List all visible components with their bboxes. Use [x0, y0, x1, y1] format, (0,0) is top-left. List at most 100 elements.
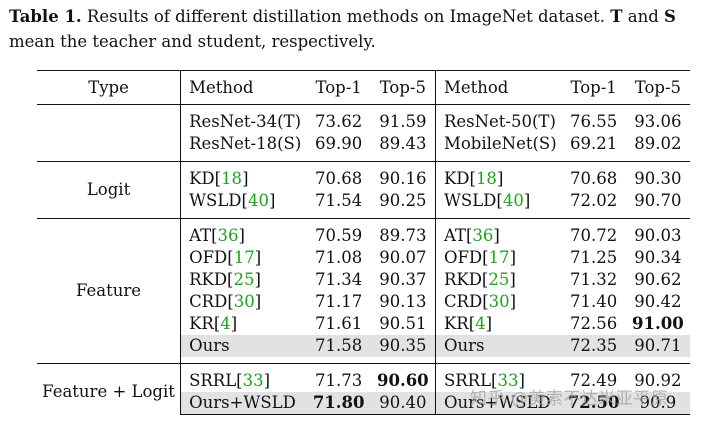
top5-cell-a: 90.37 — [370, 269, 436, 291]
top1-cell-b-best: 72.50 — [561, 392, 626, 415]
citation-link[interactable]: 25 — [488, 270, 510, 289]
top5-cell-a: 90.25 — [370, 190, 436, 212]
top5-cell-a: 90.07 — [370, 247, 436, 269]
method-cell-b: Ours — [435, 335, 562, 357]
top5-cell-b: 90.03 — [634, 226, 682, 245]
top5-cell-a: 90.40 — [370, 392, 436, 415]
top1-cell-b: 71.25 — [570, 248, 618, 267]
top1-cell-b: 72.02 — [570, 191, 618, 210]
top1-cell-a: 71.17 — [315, 292, 363, 311]
caption-text-1: Results of different distillation method… — [81, 7, 611, 26]
top5-cell-a: 91.59 — [370, 111, 436, 133]
top1-cell-b: 71.32 — [570, 270, 618, 289]
top1-cell-b: 70.72 — [570, 226, 618, 245]
top5-cell-b: 90.42 — [634, 292, 682, 311]
top5-cell-b: 90.92 — [634, 371, 682, 390]
group-type-feature: Feature — [37, 225, 182, 357]
citation-link[interactable]: 25 — [233, 270, 255, 289]
method-cell-b: SRRL[33] — [443, 371, 525, 390]
table-row: WSLD[40] 71.54 90.25 WSLD[40] 72.02 90.7… — [37, 190, 690, 212]
header-top5-b: Top-5 — [625, 70, 690, 105]
citation-link[interactable]: 17 — [233, 248, 255, 267]
top1-cell-a: 73.62 — [315, 112, 363, 131]
citation-link[interactable]: 40 — [247, 191, 269, 210]
citation-link[interactable]: 18 — [475, 169, 497, 188]
caption-text-2: and — [622, 7, 665, 26]
method-cell-a: AT[36] — [189, 226, 245, 245]
method-cell-a: Ours+WSLD — [180, 392, 307, 415]
top5-cell-a: 90.35 — [370, 335, 436, 357]
citation-link[interactable]: 30 — [233, 292, 255, 311]
method-cell-a: KR[4] — [189, 314, 238, 333]
caption-student-symbol: S — [664, 7, 676, 26]
method-cell-a: ResNet-18(S) — [189, 134, 302, 153]
table-row: CRD[30] 71.17 90.13 CRD[30] 71.40 90.42 — [37, 291, 690, 313]
top1-cell-a: 69.90 — [315, 134, 363, 153]
top1-cell-b: 72.49 — [570, 371, 618, 390]
citation-link[interactable]: 4 — [475, 314, 486, 333]
top1-cell-a: 71.08 — [315, 248, 363, 267]
method-cell-a: SRRL[33] — [189, 371, 271, 390]
citation-link[interactable]: 17 — [488, 248, 510, 267]
top1-cell-b: 72.35 — [561, 335, 626, 357]
table-row: Feature AT[36] 70.59 89.73 AT[36] 70.72 … — [37, 225, 690, 357]
top1-cell-a: 70.59 — [315, 226, 363, 245]
method-cell-b: KD[18] — [443, 169, 504, 188]
method-cell-b: KR[4] — [443, 314, 493, 333]
top5-cell-b: 90.34 — [634, 248, 682, 267]
results-table: Type Method Top-1 Top-5 Method Top-1 Top… — [37, 70, 690, 415]
top5-cell-a: 90.16 — [370, 168, 436, 190]
citation-link[interactable]: 36 — [472, 226, 494, 245]
citation-link[interactable]: 33 — [242, 371, 264, 390]
zhihu-watermark: 知乎 @美索不达米亚平原 — [470, 389, 669, 409]
top5-cell-a-best: 90.60 — [370, 370, 436, 392]
method-cell-a: WSLD[40] — [189, 191, 276, 210]
table-row: Logit KD[18] 70.68 90.16 KD[18] 70.68 90… — [37, 168, 690, 212]
top5-cell-b: 90.62 — [634, 270, 682, 289]
method-cell-a: KD[18] — [189, 169, 249, 188]
method-cell-b: ResNet-50(T) — [443, 112, 556, 131]
table-caption: Table 1. Results of different distillati… — [9, 4, 715, 54]
method-cell-a: RKD[25] — [189, 270, 261, 289]
header-top1-a: Top-1 — [306, 70, 371, 105]
top5-cell-b: 90.70 — [634, 191, 682, 210]
method-cell-b: Ours+WSLD — [435, 392, 562, 415]
header-type: Type — [37, 70, 182, 105]
top1-cell-b: 69.21 — [570, 134, 618, 153]
citation-link[interactable]: 18 — [221, 169, 243, 188]
method-cell-b: RKD[25] — [443, 270, 516, 289]
top1-cell-a: 71.61 — [315, 314, 363, 333]
top1-cell-b: 72.56 — [570, 314, 618, 333]
header-top1-b: Top-1 — [561, 70, 626, 105]
group-type-logit: Logit — [37, 168, 182, 212]
method-cell-b: AT[36] — [443, 226, 500, 245]
caption-teacher-symbol: T — [610, 7, 623, 26]
citation-link[interactable]: 4 — [220, 314, 231, 333]
top1-cell-a: 70.68 — [315, 169, 363, 188]
top5-cell-a: 90.51 — [370, 313, 436, 335]
top1-cell-b: 70.68 — [570, 169, 618, 188]
table-row: OFD[17] 71.08 90.07 OFD[17] 71.25 90.34 — [37, 247, 690, 269]
top5-cell-b: 93.06 — [634, 112, 682, 131]
top1-cell-b: 76.55 — [570, 112, 618, 131]
top5-cell-b: 90.9 — [625, 392, 690, 415]
method-cell-a: CRD[30] — [189, 292, 262, 311]
citation-link[interactable]: 36 — [217, 226, 239, 245]
top5-cell-a: 89.43 — [370, 133, 436, 155]
citation-link[interactable]: 40 — [502, 191, 524, 210]
method-cell-b: MobileNet(S) — [443, 134, 557, 153]
top5-cell-a: 90.13 — [370, 291, 436, 313]
table-row-highlighted: Ours 71.58 90.35 Ours 72.35 90.71 — [37, 335, 690, 357]
group-type-baseline — [37, 111, 182, 155]
table-row: Feature + Logit SRRL[33] 71.73 90.60 SRR… — [37, 370, 690, 415]
top1-cell-a-best: 71.80 — [306, 392, 371, 415]
method-cell-b: WSLD[40] — [443, 191, 531, 210]
method-cell-b: OFD[17] — [443, 248, 517, 267]
top1-cell-a: 71.34 — [315, 270, 363, 289]
top1-cell-a: 71.54 — [315, 191, 363, 210]
top5-cell-a: 89.73 — [370, 225, 436, 247]
method-cell-a: Ours — [180, 335, 307, 357]
citation-link[interactable]: 30 — [488, 292, 510, 311]
citation-link[interactable]: 33 — [497, 371, 519, 390]
caption-text-3: mean the teacher and student, respective… — [9, 32, 376, 51]
